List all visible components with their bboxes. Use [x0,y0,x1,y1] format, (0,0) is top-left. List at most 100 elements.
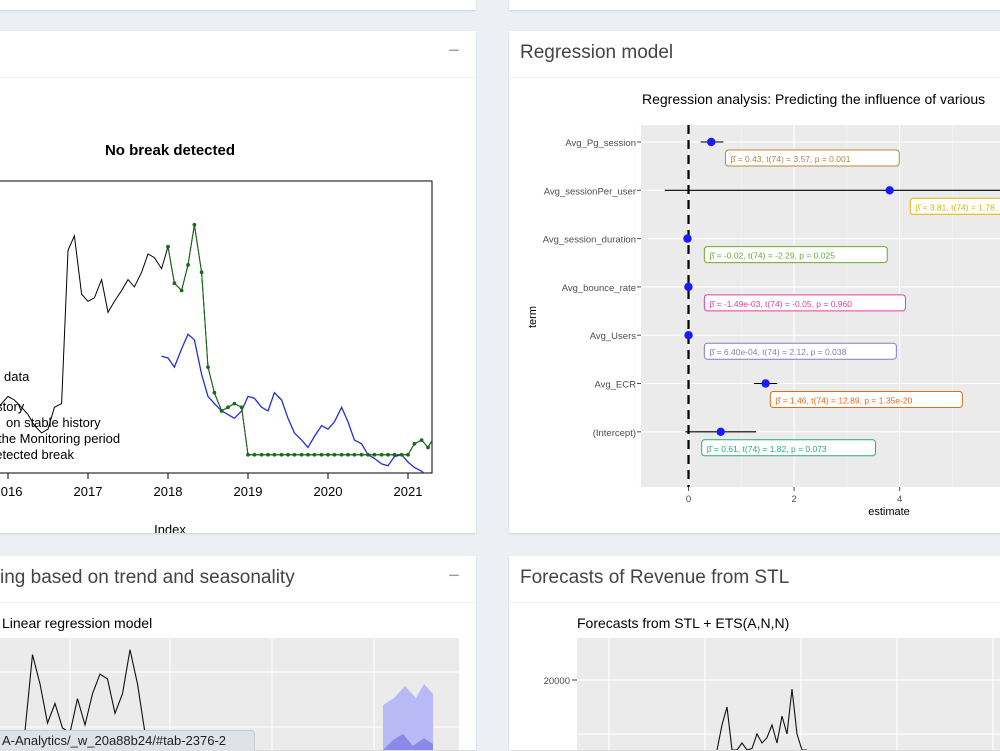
term-label: Avg_Users [590,331,637,342]
monitoring-point [179,288,184,293]
monitoring-point [192,222,197,227]
monitoring-point [252,452,257,457]
y-axis-label: term [527,306,539,328]
estimate-label-box [701,439,877,457]
monitoring-point [359,452,364,457]
monitoring-point [412,441,417,446]
x-axis-label: Index [154,522,186,533]
chart-title: No break detected [105,142,235,159]
x-tick-label: 4 [897,494,902,505]
monitoring-point [366,452,370,457]
x-tick-label: 2018 [154,484,183,499]
regression-panel: Regression model Regression analysis: Pr… [509,31,1000,533]
monitoring-point [239,405,244,410]
term-label: Avg_ECR [594,380,636,391]
x-tick-label: 0 [686,494,691,505]
chart-title: Regression analysis: Predicting the infl… [642,91,985,107]
monitoring-point [332,452,337,457]
monitoring-point [406,452,410,457]
legend-entry: the Monitoring period [0,431,120,446]
monitoring-point [206,365,210,370]
monitoring-point [232,401,237,406]
monitoring-point [326,452,330,457]
stl-forecast-chart: Forecasts from STL + ETS(A,N,N) 20000 [544,615,1000,750]
estimate-label-box [724,149,900,167]
panel-header: ing based on trend and seasonality − [0,556,476,603]
x-tick-label: 2019 [234,484,263,499]
monitoring-point [186,263,190,267]
monitoring-point [319,452,324,457]
collapse-button[interactable]: − [448,565,460,587]
monitoring-point [433,435,437,439]
chart-title: Forecasts from STL + ETS(A,N,N) [577,615,789,631]
estimate-label-box [703,246,888,264]
estimate-label-text: β̂ = 3.81, t(74) = 1.78, p = 0.079 [915,202,1000,212]
plot-frame [0,180,433,474]
estimate-label: β̂ = 0.61, t(74) = 1.82, p = 0.073 [701,439,877,457]
estimate-point [684,331,693,340]
term-label: Avg_session_duration [543,235,636,246]
legend-entry: history [0,399,25,414]
term-label: (Intercept) [593,428,636,439]
forecast-interval-80-95 [383,684,433,750]
estimate-point [683,234,692,243]
top-left-box-remnant [0,0,476,10]
legend-entry: on stable history [6,415,101,430]
plot-background [577,638,1000,750]
x-tick-label: 2 [791,494,796,505]
monitoring-point [272,452,277,457]
linear-regression-chart: Linear regression model [0,615,459,750]
monitoring-point [226,405,230,410]
monitoring-point [446,409,450,413]
term-label: Avg_bounce_rate [562,283,636,294]
estimate-point [761,379,770,388]
estimate-label: β̂ = 1.46, t(74) = 12.89, p = 1.35e-20 [769,391,963,408]
monitoring-point [392,452,397,457]
x-tick-label: 2017 [74,484,103,499]
series-line [716,688,807,750]
estimate-label: β̂ = 0.43, t(74) = 3.57, p = 0.001 [724,149,900,167]
monitoring-point [299,452,304,457]
monitoring-point [312,452,317,457]
regression-chart: Regression analysis: Predicting the infl… [527,91,1000,518]
monitoring-point [166,244,170,249]
panel-title: Regression model [520,42,674,63]
estimate-label-box [703,342,897,360]
estimate-label-text: β̂ = -1.49e-03, t(74) = -0.05, p = 0.960 [709,299,852,309]
collapse-button[interactable]: − [448,40,460,62]
monitoring-point [212,390,217,395]
monitoring-point [172,281,177,286]
term-label: Avg_Pg_session [565,138,636,149]
estimate-label-box [769,391,963,408]
series-line-monitoring [167,224,432,456]
monitoring-point [259,452,264,457]
forecast-trend-panel: ing based on trend and seasonality − Lin… [0,556,476,750]
monitoring-point [419,438,424,443]
estimate-label-text: β̂ = 0.61, t(74) = 1.82, p = 0.073 [707,444,827,454]
estimate-label-text: β̂ = 6.40e-04, t(74) = 2.12, p = 0.038 [709,347,846,357]
legend-entry: detected break [0,447,75,462]
monitoring-point [292,452,297,457]
monitoring-point [440,416,444,420]
monitoring-point [352,452,357,457]
estimate-label-box [909,197,1000,215]
estimate-point [707,137,716,147]
monitoring-point [339,452,344,457]
monitoring-point [426,445,430,450]
y-tick-label: 20000 [544,676,570,687]
status-bar-url: A-Analytics/_w_20a88b24/#tab-2376-2 [0,730,255,751]
monitoring-point [386,452,390,457]
chart-title: Linear regression model [2,615,152,631]
top-right-box-remnant [509,0,1000,10]
estimate-label-text: β̂ = 1.46, t(74) = 12.89, p = 1.35e-20 [775,396,912,406]
panel-title: ing based on trend and seasonality [0,567,295,588]
x-tick-label: 2020 [314,484,343,499]
estimate-label-box [703,294,906,312]
estimate-label: β̂ = 6.40e-04, t(74) = 2.12, p = 0.038 [703,342,897,360]
monitoring-point [372,452,377,457]
break-detection-panel: − No break detected 2016 2017 2018 2019 2020 2… [0,31,476,533]
monitoring-point [199,270,204,275]
monitoring-point [379,452,384,457]
estimate-point [716,427,725,436]
estimate-point [684,282,693,292]
